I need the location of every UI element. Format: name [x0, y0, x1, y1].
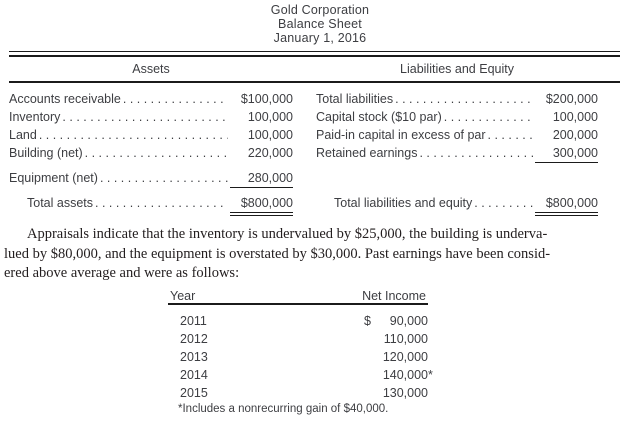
net-income-cell: 130,000 — [364, 384, 428, 402]
net-income-value: 90,000 — [389, 314, 428, 328]
leader-dots — [395, 90, 533, 108]
paragraph-line: lued by $80,000, and the equipment is ov… — [4, 245, 551, 262]
year-cell: 2011 — [180, 314, 207, 328]
paragraph-line: Appraisals indicate that the inventory i… — [27, 226, 548, 242]
column-headers: Assets Liabilities and Equity — [9, 57, 620, 83]
row-amount: 100,000 — [552, 110, 598, 124]
income-row: 2015 130,000 — [168, 384, 428, 402]
asset-row: Equipment (net) 280,000 — [9, 169, 293, 188]
row-label: Total liabilities — [316, 92, 394, 106]
net-income-cell: 120,000 — [364, 348, 428, 366]
row-label: Building (net) — [9, 146, 83, 160]
liability-row: Capital stock ($10 par) 100,000 — [316, 108, 598, 126]
row-amount: $800,000 — [535, 194, 598, 216]
liability-row: Paid-in capital in excess of par 200,000 — [316, 126, 598, 144]
top-double-rule — [9, 51, 620, 57]
row-label: Capital stock ($10 par) — [316, 110, 442, 124]
row-amount: 100,000 — [247, 128, 293, 142]
row-amount: $100,000 — [240, 92, 293, 106]
leader-dots — [474, 194, 533, 212]
footnote: *Includes a nonrecurring gain of $40,000… — [178, 403, 389, 415]
row-amount: 200,000 — [552, 128, 598, 142]
leader-dots — [123, 90, 228, 108]
leader-dots — [62, 108, 228, 126]
leader-dots — [100, 169, 228, 187]
row-label: Land — [9, 128, 37, 142]
company-name: Gold Corporation — [270, 3, 370, 17]
asset-row: Building (net) 220,000 — [9, 144, 293, 162]
asset-row: Inventory 100,000 — [9, 108, 293, 126]
statement-date: January 1, 2016 — [273, 31, 367, 45]
asterisk-suffix: * — [428, 368, 433, 382]
net-income-table: Year Net Income 2011 $90,000 2012 110,000 20… — [168, 289, 433, 402]
balance-sheet: Assets Liabilities and Equity Accounts r… — [9, 51, 620, 216]
income-table-header: Year Net Income — [168, 289, 428, 305]
year-cell: 2015 — [180, 386, 208, 400]
assets-header: Assets — [132, 62, 170, 76]
leader-dots — [39, 126, 228, 144]
row-label: Paid-in capital in excess of par — [316, 128, 486, 142]
net-income-value: 110,000 — [383, 332, 428, 346]
asset-row: Land 100,000 — [9, 126, 293, 144]
row-label: Total assets — [27, 196, 94, 210]
leader-dots — [444, 108, 533, 126]
net-income-cell: $90,000 — [364, 312, 428, 330]
leader-dots — [95, 194, 228, 212]
row-label: Total liabilities and equity — [334, 196, 473, 210]
year-cell: 2013 — [180, 350, 208, 364]
row-amount: 300,000 — [535, 144, 598, 163]
liability-row: Retained earnings 300,000 — [316, 144, 598, 163]
row-label: Retained earnings — [316, 146, 418, 160]
narrative-paragraph: Appraisals indicate that the inventory i… — [4, 225, 637, 284]
liability-row — [316, 169, 598, 187]
year-cell: 2012 — [180, 332, 208, 346]
statement-name: Balance Sheet — [278, 17, 362, 31]
leader-dots — [419, 144, 533, 162]
liability-row: Total liabilities $200,000 — [316, 90, 598, 108]
income-row: 2013 120,000 — [168, 348, 428, 366]
balance-sheet-body: Accounts receivable $100,000 Inventory 100,… — [9, 90, 620, 216]
row-amount: 220,000 — [247, 146, 293, 160]
asset-row: Accounts receivable $100,000 — [9, 90, 293, 108]
net-income-column-header: Net Income — [362, 289, 426, 303]
row-amount: 100,000 — [247, 110, 293, 124]
income-row: 2014 140,000 * — [168, 366, 433, 384]
row-amount: $800,000 — [230, 194, 293, 216]
net-income-value: 130,000 — [382, 386, 428, 400]
leader-dots — [85, 144, 228, 162]
net-income-value: 140,000 — [382, 368, 428, 382]
net-income-value: 120,000 — [382, 350, 428, 364]
year-cell: 2014 — [180, 368, 208, 382]
row-label: Accounts receivable — [9, 92, 121, 106]
currency-symbol: $ — [364, 314, 371, 328]
asset-row: Total assets $800,000 — [9, 194, 293, 216]
row-label: Equipment (net) — [9, 171, 98, 185]
leader-dots — [488, 126, 533, 144]
row-label: Inventory — [9, 110, 61, 124]
assets-column: Accounts receivable $100,000 Inventory 100,… — [9, 90, 293, 216]
statement-title-block: Gold Corporation Balance Sheet January 1… — [0, 3, 640, 45]
income-table-rows: 2011 $90,000 2012 110,000 2013 120,000 2014 140… — [168, 312, 433, 402]
liabilities-column: Total liabilities $200,000 Capital stock (… — [316, 90, 598, 216]
row-amount: $200,000 — [545, 92, 598, 106]
income-row: 2012 110,000 — [168, 330, 428, 348]
year-column-header: Year — [170, 289, 196, 303]
liability-row: Total liabilities and equity $800,000 — [316, 194, 598, 216]
row-amount: 280,000 — [230, 169, 293, 188]
income-row: 2011 $90,000 — [168, 312, 428, 330]
net-income-cell: 140,000 * — [364, 366, 433, 384]
liabilities-equity-header: Liabilities and Equity — [400, 62, 514, 76]
paragraph-line: ered above average and were as follows: — [4, 265, 240, 281]
net-income-cell: 110,000 — [364, 330, 428, 348]
